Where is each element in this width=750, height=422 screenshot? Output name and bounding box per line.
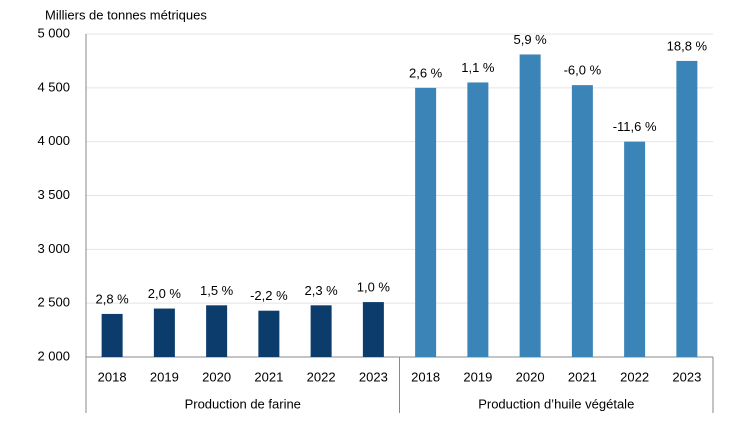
- change-label: 2,0 %: [148, 286, 182, 301]
- x-tick-label: 2021: [254, 369, 283, 384]
- bar: [571, 85, 593, 358]
- change-label: 2,6 %: [409, 65, 443, 80]
- change-label: 1,0 %: [357, 280, 391, 295]
- change-label: 18,8 %: [667, 38, 708, 53]
- x-tick-label: 2020: [202, 369, 231, 384]
- change-label: -11,6 %: [613, 119, 657, 134]
- group-label: Production de farine: [185, 396, 301, 411]
- x-tick-label: 2018: [411, 369, 440, 384]
- y-tick-label: 3 500: [37, 187, 70, 202]
- x-tick-label: 2019: [463, 369, 492, 384]
- x-tick-label: 2022: [620, 369, 649, 384]
- y-tick-label: 2 500: [37, 295, 70, 310]
- change-label: 2,8 %: [96, 291, 130, 306]
- bar: [519, 54, 541, 357]
- bar: [258, 310, 280, 357]
- bar: [362, 302, 384, 357]
- y-tick-label: 4 000: [37, 133, 70, 148]
- bar: [206, 305, 228, 357]
- bar: [101, 313, 123, 357]
- bar: [415, 87, 437, 357]
- x-tick-label: 2023: [672, 369, 701, 384]
- y-tick-label: 2 000: [37, 348, 70, 363]
- y-tick-label: 3 000: [37, 241, 70, 256]
- bar: [310, 305, 332, 357]
- x-tick-label: 2023: [359, 369, 388, 384]
- change-label: 1,1 %: [461, 60, 495, 75]
- bar: [624, 141, 646, 357]
- change-label: 1,5 %: [200, 283, 234, 298]
- bar: [676, 60, 698, 358]
- x-tick-label: 2019: [150, 369, 179, 384]
- x-tick-label: 2022: [307, 369, 336, 384]
- x-tick-label: 2020: [516, 369, 545, 384]
- y-tick-label: 4 500: [37, 79, 70, 94]
- change-label: -2,2 %: [250, 288, 288, 303]
- change-label: 2,3 %: [305, 283, 339, 298]
- bar: [467, 82, 489, 357]
- bar: [153, 308, 175, 357]
- y-tick-label: 5 000: [37, 25, 70, 40]
- y-axis-label: Milliers de tonnes métriques: [45, 7, 207, 22]
- group-label: Production d’huile végétale: [478, 396, 634, 411]
- x-tick-label: 2018: [98, 369, 127, 384]
- change-label: 5,9 %: [514, 32, 548, 47]
- x-tick-label: 2021: [568, 369, 597, 384]
- change-label: -6,0 %: [564, 63, 602, 78]
